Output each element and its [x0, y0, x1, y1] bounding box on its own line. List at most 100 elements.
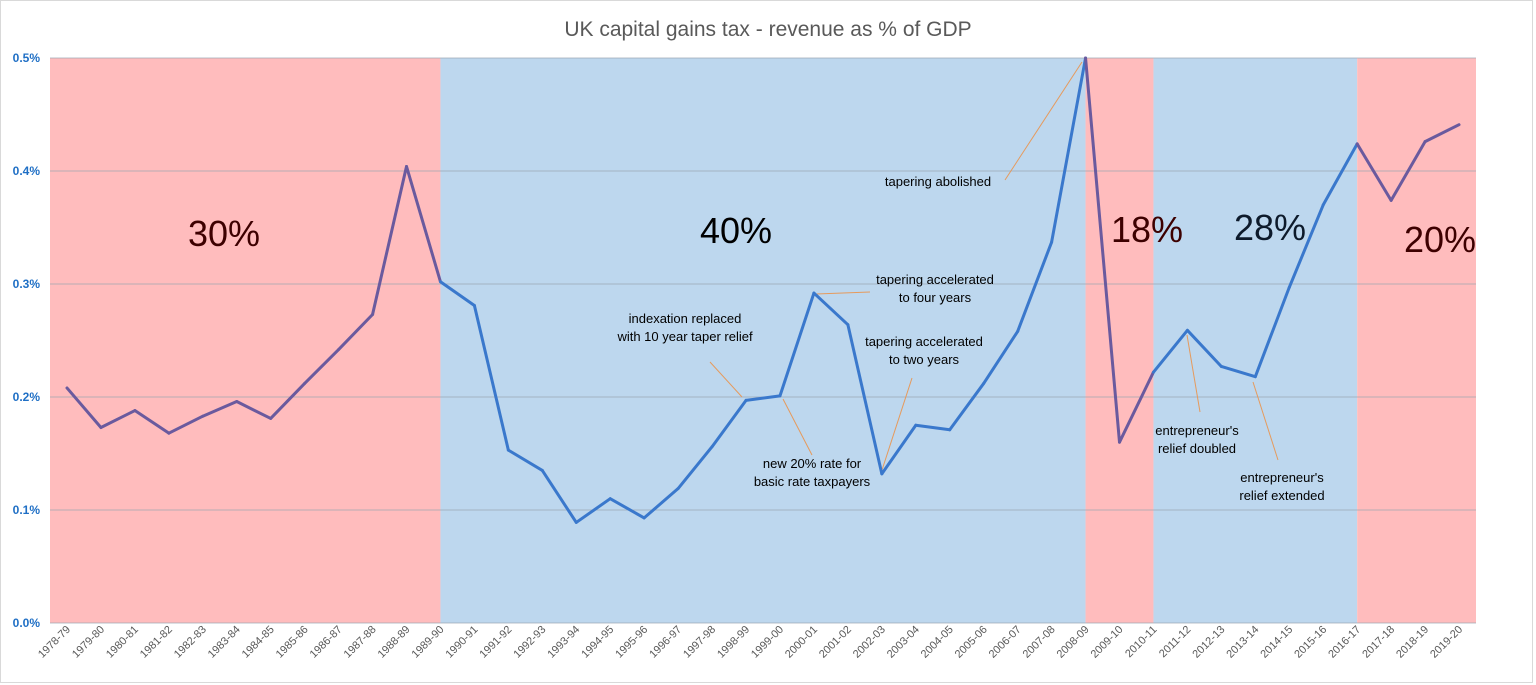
x-tick-label: 1980-81 — [104, 624, 141, 661]
rate-label: 30% — [188, 213, 260, 254]
series-line-segment — [778, 291, 816, 398]
annotation-text: to two years — [889, 352, 960, 367]
series-line-segment — [744, 394, 782, 402]
rate-label: 18% — [1111, 209, 1183, 250]
series-line-segment — [133, 409, 171, 435]
series-line-segment — [235, 400, 273, 420]
series-line-segment — [914, 423, 952, 432]
series-line-segment — [371, 164, 408, 317]
x-tick-label: 2006-07 — [987, 624, 1024, 661]
series-line-segment — [1016, 240, 1054, 333]
x-tick-label: 1999-00 — [749, 624, 786, 661]
x-tick-label: 2000-01 — [783, 624, 820, 661]
rate-band — [1357, 58, 1476, 623]
x-tick-label: 2004-05 — [919, 624, 956, 661]
x-tick-label: 1998-99 — [715, 624, 752, 661]
annotation-text: tapering abolished — [885, 174, 991, 189]
x-tick-label: 2011-12 — [1157, 624, 1193, 660]
series-line-segment — [269, 381, 307, 420]
x-tick-label: 2012-13 — [1190, 624, 1227, 661]
series-line-segment — [1321, 142, 1359, 207]
x-tick-label: 1988-89 — [376, 624, 413, 661]
y-tick-label: 0.5% — [13, 51, 41, 65]
rate-band — [1085, 58, 1154, 623]
series-line-segment — [337, 313, 375, 352]
series-line-segment — [948, 381, 986, 432]
x-tick-label: 1991-92 — [477, 624, 514, 661]
x-tick-label: 2003-04 — [885, 624, 922, 661]
series-line-segment — [880, 423, 918, 476]
x-tick-label: 1992-93 — [511, 624, 548, 661]
x-tick-label: 2014-15 — [1258, 624, 1295, 661]
annotation-text: new 20% rate for — [763, 456, 862, 471]
x-tick-label: 2002-03 — [851, 624, 888, 661]
x-tick-label: 1989-90 — [410, 624, 447, 661]
annotation-text: tapering accelerated — [876, 272, 994, 287]
annotation-text: tapering accelerated — [865, 334, 983, 349]
series-line-segment — [506, 448, 544, 472]
x-tick-label: 1985-86 — [274, 624, 311, 661]
annotation-leader-line — [1252, 381, 1279, 461]
series-line-segment — [1151, 328, 1189, 374]
x-tick-label: 1997-98 — [681, 624, 718, 661]
x-tick-label: 2001-02 — [817, 624, 854, 661]
series-line-segment — [1389, 140, 1427, 202]
series-line-segment — [1118, 370, 1155, 444]
annotation-text: relief extended — [1239, 488, 1324, 503]
x-tick-label: 1987-88 — [342, 624, 379, 661]
x-tick-label: 1993-94 — [545, 624, 582, 661]
series-line-segment — [472, 303, 510, 452]
series-line-segment — [438, 280, 476, 307]
x-tick-label: 2017-18 — [1360, 624, 1397, 661]
annotation-text: to four years — [899, 290, 972, 305]
series-line-segment — [574, 497, 612, 524]
x-tick-label: 1981-82 — [138, 624, 175, 661]
x-tick-label: 1979-80 — [70, 624, 107, 661]
y-tick-label: 0.4% — [13, 164, 41, 178]
series-line-segment — [1287, 203, 1325, 289]
series-line-segment — [167, 414, 205, 435]
series-line-segment — [303, 348, 341, 385]
y-tick-label: 0.2% — [13, 390, 41, 404]
x-tick-label: 1994-95 — [579, 624, 616, 661]
annotation-leader-line — [881, 377, 913, 471]
x-tick-label: 2019-20 — [1428, 624, 1465, 661]
x-tick-label: 1982-83 — [172, 624, 209, 661]
annotation-text: indexation replaced — [629, 311, 742, 326]
x-tick-label: 1986-87 — [308, 624, 345, 661]
series-line-segment — [846, 323, 884, 476]
x-tick-label: 2015-16 — [1292, 624, 1329, 661]
x-tick-label: 1995-96 — [613, 624, 650, 661]
annotation-text: relief doubled — [1158, 441, 1236, 456]
series-line-segment — [1423, 123, 1461, 144]
series-line-segment — [1084, 56, 1121, 444]
x-tick-label: 2013-14 — [1224, 624, 1261, 661]
rate-band — [440, 58, 1086, 623]
series-line-segment — [201, 400, 239, 418]
series-line-segment — [812, 291, 850, 327]
y-tick-label: 0.1% — [13, 503, 41, 517]
rate-label: 28% — [1234, 207, 1306, 248]
series-line-segment — [99, 409, 137, 430]
x-tick-label: 2009-10 — [1089, 624, 1126, 661]
rate-label: 20% — [1404, 219, 1476, 260]
rate-band — [50, 58, 441, 623]
series-line-segment — [65, 386, 103, 430]
series-line-segment — [608, 497, 646, 520]
x-tick-label: 2007-08 — [1021, 624, 1058, 661]
rate-label: 40% — [700, 210, 772, 251]
annotation-text: basic rate taxpayers — [754, 474, 871, 489]
series-line-segment — [676, 445, 714, 491]
x-tick-label: 1983-84 — [206, 624, 243, 661]
series-line-segment — [1253, 285, 1291, 379]
x-tick-label: 1984-85 — [240, 624, 277, 661]
x-tick-label: 2008-09 — [1055, 624, 1092, 661]
annotation-leader-line — [782, 398, 813, 456]
x-tick-label: 1996-97 — [647, 624, 684, 661]
x-tick-label: 1990-91 — [443, 624, 480, 661]
annotation-text: entrepreneur's — [1155, 423, 1239, 438]
y-tick-label: 0.3% — [13, 277, 41, 291]
annotation-leader-line — [1186, 334, 1201, 413]
